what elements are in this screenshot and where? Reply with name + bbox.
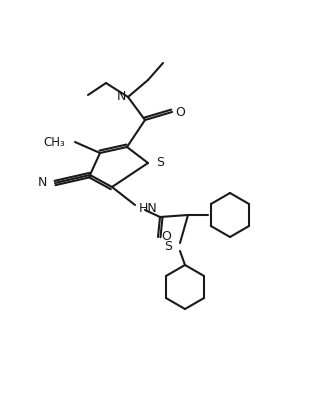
Text: HN: HN bbox=[139, 201, 158, 214]
Text: S: S bbox=[164, 240, 172, 253]
Text: O: O bbox=[175, 106, 185, 119]
Text: N: N bbox=[116, 89, 126, 102]
Text: O: O bbox=[161, 230, 171, 243]
Text: S: S bbox=[156, 156, 164, 169]
Text: CH₃: CH₃ bbox=[43, 136, 65, 149]
Text: N: N bbox=[38, 176, 47, 189]
